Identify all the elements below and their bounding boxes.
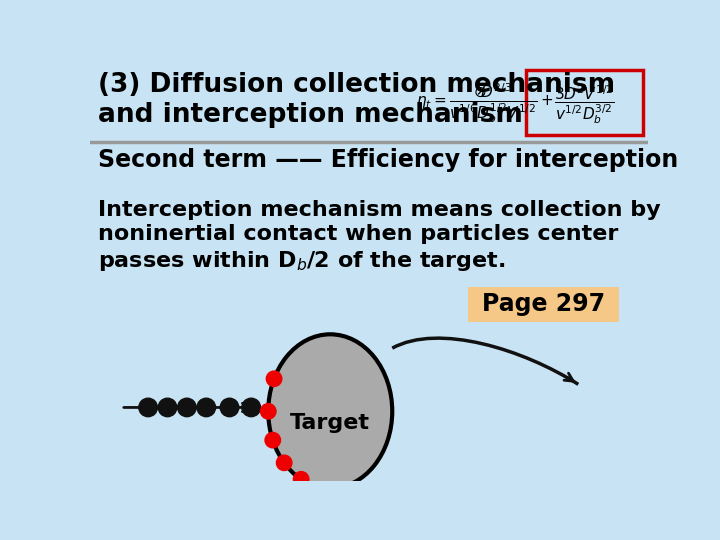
Text: $\eta_t = \dfrac{\oslash\!\!D^{2/3}}{v^{1/6}D_b^{1/2}V^{1/2}} +$: $\eta_t = \dfrac{\oslash\!\!D^{2/3}}{v^{…	[415, 82, 553, 125]
Text: Interception mechanism means collection by: Interception mechanism means collection …	[98, 200, 660, 220]
Text: $\dfrac{3D^2V^{1/2}}{v^{1/2}D_b^{3/2}}$: $\dfrac{3D^2V^{1/2}}{v^{1/2}D_b^{3/2}}$	[554, 83, 615, 126]
Circle shape	[197, 398, 215, 417]
Text: passes within D$_b$/2 of the target.: passes within D$_b$/2 of the target.	[98, 249, 505, 273]
Text: noninertial contact when particles center: noninertial contact when particles cente…	[98, 224, 618, 244]
Circle shape	[178, 398, 196, 417]
Text: Target: Target	[290, 413, 370, 433]
Circle shape	[158, 398, 177, 417]
Circle shape	[265, 433, 281, 448]
Circle shape	[276, 455, 292, 470]
Circle shape	[242, 398, 261, 417]
Ellipse shape	[269, 334, 392, 488]
Circle shape	[261, 403, 276, 419]
Text: Page 297: Page 297	[482, 292, 605, 316]
Text: (3) Diffusion collection mechanism: (3) Diffusion collection mechanism	[98, 72, 615, 98]
Circle shape	[139, 398, 158, 417]
Text: Second term —— Efficiency for interception: Second term —— Efficiency for intercepti…	[98, 148, 678, 172]
Circle shape	[266, 371, 282, 387]
Circle shape	[220, 398, 239, 417]
Text: and interception mechanism: and interception mechanism	[98, 102, 523, 128]
FancyBboxPatch shape	[468, 287, 618, 322]
Circle shape	[293, 471, 309, 487]
